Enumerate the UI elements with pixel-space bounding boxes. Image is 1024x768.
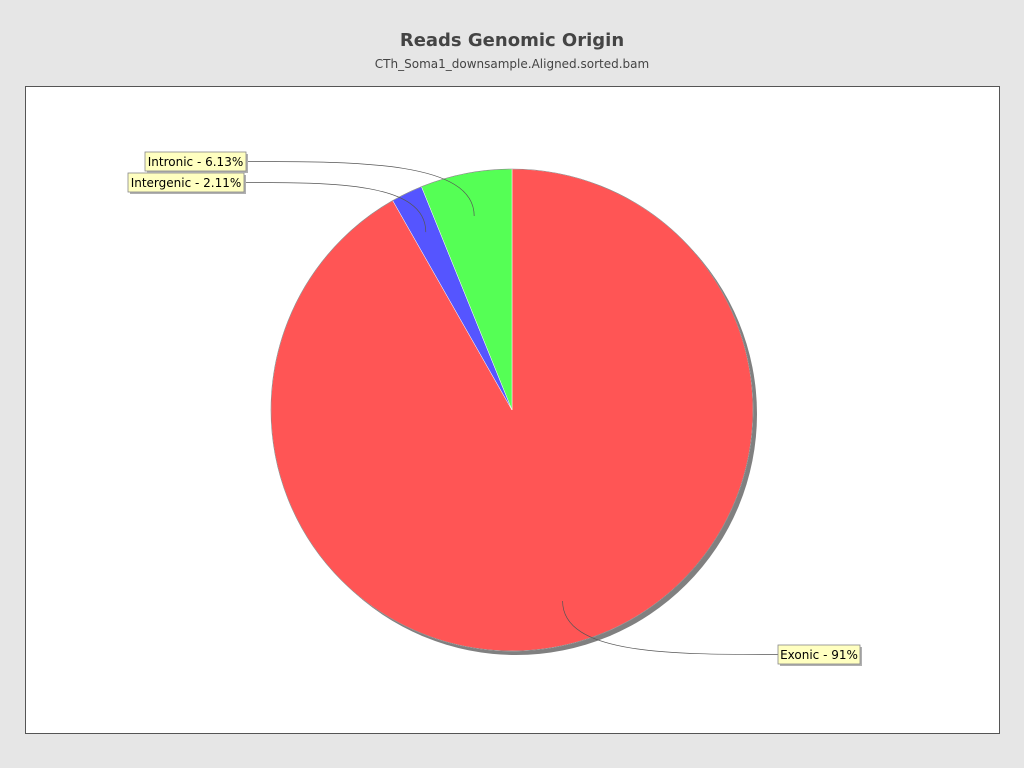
slice-label-intergenic: Intergenic - 2.11% — [131, 176, 242, 190]
slice-label-intronic: Intronic - 6.13% — [148, 155, 243, 169]
leader-line-intronic — [245, 161, 475, 217]
leader-line-intergenic — [243, 182, 427, 233]
pie-outline — [270, 168, 754, 652]
leader-line-exonic — [562, 601, 779, 655]
chart-subtitle: CTh_Soma1_downsample.Aligned.sorted.bam — [374, 57, 650, 71]
label-box-intronic — [144, 151, 247, 172]
slice-label-exonic: Exonic - 91% — [780, 648, 858, 662]
label-box-exonic — [777, 644, 861, 665]
chart-title: Reads Genomic Origin — [399, 30, 625, 51]
